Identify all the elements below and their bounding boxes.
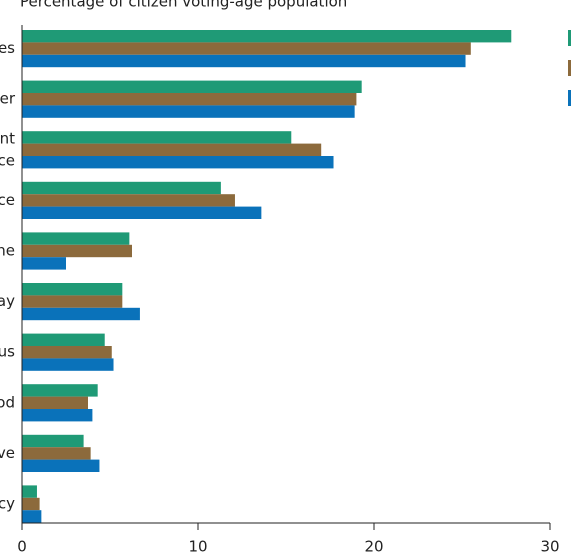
bar xyxy=(22,54,466,68)
bar xyxy=(22,358,114,371)
bar xyxy=(22,80,362,93)
x-tick-label: 30 xyxy=(540,538,559,553)
bar xyxy=(22,396,88,409)
y-tick-label: er xyxy=(0,90,16,108)
bar xyxy=(22,232,130,245)
bar xyxy=(22,447,91,460)
y-tick-label: ce xyxy=(0,191,15,209)
bar xyxy=(22,206,262,219)
bar xyxy=(22,244,132,258)
bar xyxy=(22,434,84,448)
y-tick-label: ne xyxy=(0,242,15,260)
y-tick-label: od xyxy=(0,393,15,411)
y-tick-label: ve xyxy=(0,444,15,462)
y-tick-label: us xyxy=(0,343,15,361)
chart-title: Percentage of citizen voting-age populat… xyxy=(20,0,347,11)
bar xyxy=(22,156,334,169)
legend-swatch xyxy=(568,90,571,106)
bar xyxy=(22,459,100,472)
y-tick-label: es xyxy=(0,39,15,57)
y-tick-label: ay xyxy=(0,292,15,310)
bar xyxy=(22,257,66,270)
bar xyxy=(22,409,93,422)
y-tick-label: nt xyxy=(0,129,15,147)
x-tick-label: 20 xyxy=(364,538,383,553)
y-tick-label: cy xyxy=(0,495,15,513)
bar xyxy=(22,283,123,296)
bar xyxy=(22,131,292,144)
x-tick-label: 10 xyxy=(188,538,207,553)
bar xyxy=(22,295,123,308)
bar xyxy=(22,333,105,346)
bar xyxy=(22,510,42,523)
bar xyxy=(22,307,140,321)
x-tick-label: 0 xyxy=(17,538,27,553)
bar xyxy=(22,485,37,498)
bar xyxy=(22,42,471,55)
legend-swatch xyxy=(568,60,571,76)
bar xyxy=(22,105,355,118)
bar xyxy=(22,143,322,156)
bar xyxy=(22,497,40,511)
bar xyxy=(22,181,221,195)
bar xyxy=(22,384,98,397)
bar xyxy=(22,194,235,207)
y-tick-label: ce xyxy=(0,151,15,169)
bar xyxy=(22,93,357,106)
legend-swatch xyxy=(568,30,571,46)
bar xyxy=(22,346,112,359)
bar xyxy=(22,30,512,43)
